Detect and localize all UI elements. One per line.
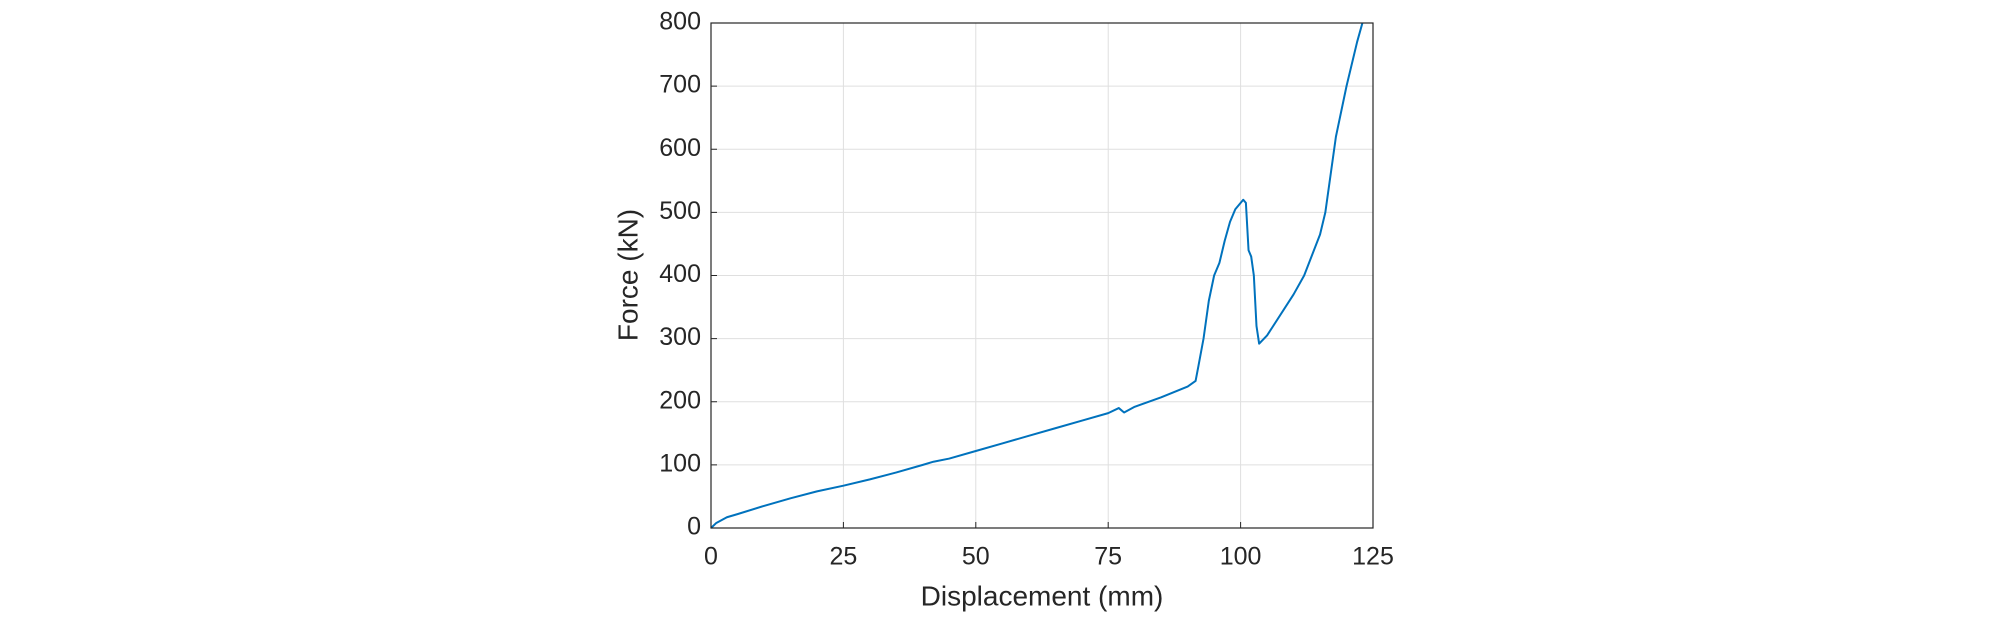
- x-tick-label: 50: [962, 543, 990, 571]
- plot-frame: [710, 22, 1374, 529]
- y-tick-label: 600: [659, 134, 701, 162]
- y-tick-label: 200: [659, 386, 701, 414]
- y-tick-label: 100: [659, 449, 701, 477]
- y-tick-label: 400: [659, 260, 701, 288]
- x-tick-label: 0: [704, 543, 718, 571]
- x-tick-label: 75: [1094, 543, 1122, 571]
- y-tick-label: 300: [659, 323, 701, 351]
- x-tick-label: 25: [829, 543, 857, 571]
- y-tick-label: 500: [659, 197, 701, 225]
- y-tick-label: 700: [659, 71, 701, 99]
- x-tick-label: 125: [1352, 543, 1394, 571]
- y-tick-label: 800: [659, 8, 701, 36]
- x-tick-label: 100: [1220, 543, 1262, 571]
- x-axis-label: Displacement (mm): [921, 580, 1164, 611]
- y-tick-label: 0: [687, 513, 701, 541]
- data-line: [710, 22, 1364, 529]
- y-axis-label: Force (kN): [612, 209, 643, 341]
